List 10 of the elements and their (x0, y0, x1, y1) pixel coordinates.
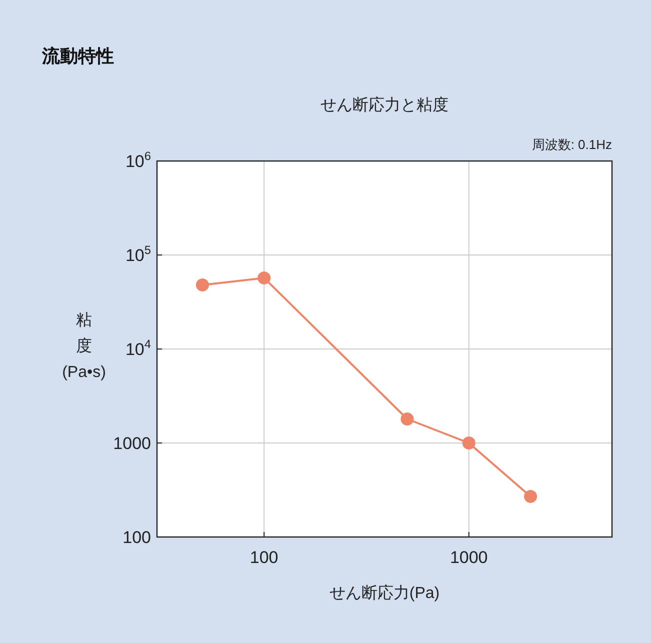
chart-subtitle: せん断応力と粘度 (320, 96, 448, 114)
y-axis-title: 粘度(Pa•s) (62, 312, 106, 381)
y-tick-label: 100 (122, 528, 151, 547)
y-tick-label: 1000 (113, 434, 151, 453)
chart-title: 流動特性 (41, 46, 114, 66)
y-tick-label: 10$^{6}$ (125, 149, 152, 171)
x-axis-title: せん断応力(Pa) (329, 584, 440, 602)
y-tick-label: 10$^{5}$ (125, 243, 152, 265)
text: 周波数: 0.1Hz (532, 137, 612, 152)
y-tick-label: 10$^{4}$ (125, 337, 152, 359)
